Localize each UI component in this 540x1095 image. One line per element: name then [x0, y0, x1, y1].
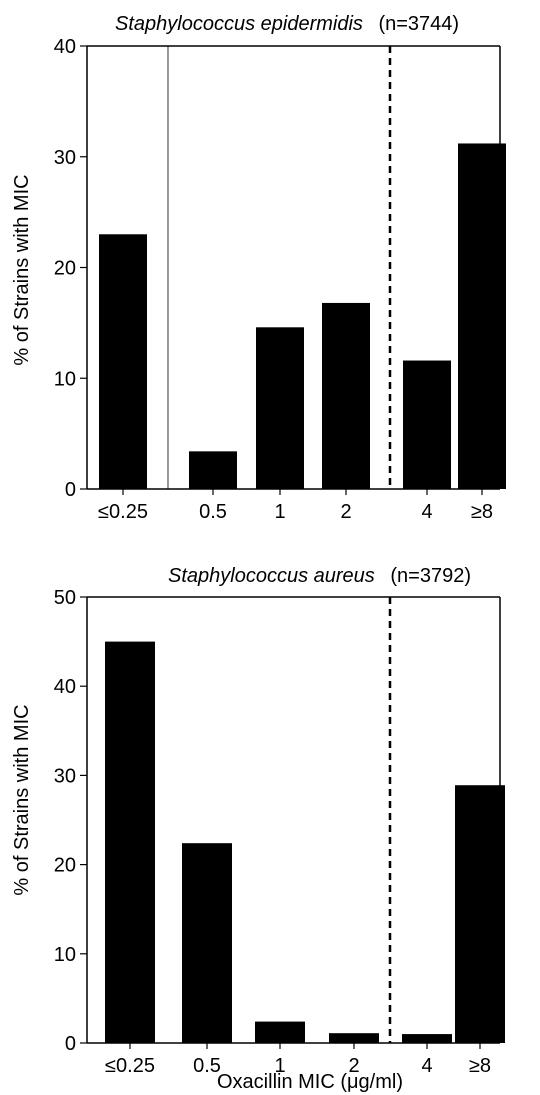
- chart1-x-tick-label: ≤0.25: [98, 501, 148, 523]
- chart2-bar-5: [455, 785, 505, 1043]
- chart1-title: Staphylococcus epidermidis (n=3744): [115, 13, 459, 35]
- chart1-x-tick-label: 2: [340, 501, 351, 523]
- chart2-title-organism: Staphylococcus aureus: [168, 565, 375, 587]
- chart2-bar-0: [105, 641, 155, 1043]
- chart2-y-axis-label: % of Strains with MIC: [11, 704, 33, 895]
- chart2-bar-4: [402, 1034, 452, 1043]
- chart2-y-tick-label: 10: [54, 944, 76, 966]
- chart2-y-tick-label: 40: [54, 676, 76, 698]
- chart1-x-tick-label: 1: [274, 501, 285, 523]
- chart1-y-tick-label: 40: [54, 36, 76, 58]
- chart1-x-ticks: ≤0.25 0.5 1 2 4 ≥8: [98, 489, 493, 523]
- chart2-x-tick-label: 4: [421, 1055, 432, 1077]
- chart2-x-tick-label: ≤0.25: [105, 1055, 155, 1077]
- chart2-bar-1: [182, 843, 232, 1043]
- chart1-y-ticks: 0 10 20 30 40: [54, 36, 87, 501]
- chart2-x-tick-label: ≥8: [469, 1055, 491, 1077]
- chart1-title-n: (n=3744): [378, 13, 459, 35]
- chart1-bars: [99, 143, 506, 489]
- chart2-y-tick-label: 30: [54, 765, 76, 787]
- chart1-y-tick-label: 30: [54, 147, 76, 169]
- chart1-bar-2: [256, 327, 304, 489]
- chart1-x-tick-label: 0.5: [199, 501, 227, 523]
- chart2-title: Staphylococcus aureus (n=3792): [168, 565, 471, 587]
- chart2-x-tick-label: 0.5: [193, 1055, 221, 1077]
- chart2-x-tick-label: 2: [348, 1055, 359, 1077]
- chart2-y-ticks: 0 10 20 30 40 50: [54, 587, 87, 1055]
- chart1-y-axis-label: % of Strains with MIC: [11, 174, 33, 365]
- chart2-y-tick-label: 20: [54, 855, 76, 877]
- chart1-y-tick-label: 0: [65, 479, 76, 501]
- chart1-bar-5: [458, 143, 506, 489]
- chart2-x-axis-label: Oxacillin MIC (μg/ml): [217, 1071, 403, 1093]
- chart2-bar-2: [255, 1021, 305, 1043]
- chart2-bar-3: [329, 1033, 379, 1043]
- chart1-bar-3: [322, 302, 370, 489]
- chart1-y-tick-label: 10: [54, 368, 76, 390]
- chart1-x-tick-label: ≥8: [471, 501, 493, 523]
- chart1-bar-0: [99, 234, 147, 489]
- chart2-y-tick-label: 0: [65, 1033, 76, 1055]
- chart1-title-organism: Staphylococcus epidermidis: [115, 13, 363, 35]
- chart2-x-ticks: ≤0.25 0.5 1 2 4 ≥8: [105, 1043, 491, 1077]
- chart2-title-n: (n=3792): [390, 565, 471, 587]
- chart1-bar-1: [189, 451, 237, 489]
- chart2-bars: [105, 641, 505, 1043]
- chart1-y-tick-label: 20: [54, 258, 76, 280]
- chart2-y-tick-label: 50: [54, 587, 76, 609]
- chart2-x-tick-label: 1: [274, 1055, 285, 1077]
- chart1-bar-4: [403, 360, 451, 489]
- chart1-x-tick-label: 4: [421, 501, 432, 523]
